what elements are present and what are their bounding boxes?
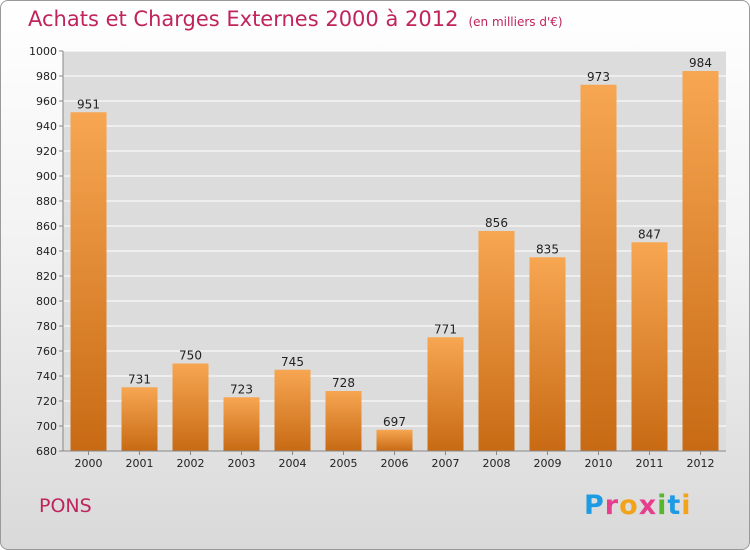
y-tick-label: 880 [36, 195, 57, 208]
bar-2010 [580, 84, 617, 451]
y-tick-label: 760 [36, 345, 57, 358]
bars: 951 731 750 723 745 728 697 771 856 835 973 847 984 [70, 56, 719, 451]
y-tick-label: 940 [36, 120, 57, 133]
y-tick-label: 960 [36, 95, 57, 108]
x-tick-label-2011: 2011 [636, 457, 664, 470]
data-label-2012: 984 [689, 56, 712, 70]
proxiti-logo: Proxiti [584, 490, 692, 521]
place-name: PONS [39, 495, 92, 517]
y-tick-label: 800 [36, 295, 57, 308]
x-tick-label-2005: 2005 [330, 457, 358, 470]
data-label-2007: 771 [434, 322, 457, 336]
bar-2009 [529, 257, 566, 451]
chart-title-text: Achats et Charges Externes 2000 à 2012 [28, 7, 459, 31]
data-label-2004: 745 [281, 355, 304, 369]
y-axis-ticks: 680 700 720 740 760 780 800 820 840 860 880 900 920 9… [29, 45, 63, 458]
x-axis-ticks: 2000 2001 2002 2003 2004 2005 2006 2007 2008 2009… [75, 451, 715, 470]
data-label-2005: 728 [332, 376, 355, 390]
bar-2000 [70, 112, 107, 451]
data-label-2008: 856 [485, 216, 508, 230]
bar-2003 [223, 397, 260, 451]
bar-2012 [682, 71, 719, 451]
y-tick-label: 720 [36, 395, 57, 408]
data-label-2000: 951 [77, 97, 100, 111]
data-label-2011: 847 [638, 227, 661, 241]
x-tick-label-2001: 2001 [126, 457, 154, 470]
y-tick-label: 900 [36, 170, 57, 183]
bar-2011 [631, 242, 668, 451]
y-tick-label: 980 [36, 70, 57, 83]
data-label-2006: 697 [383, 415, 406, 429]
data-label-2002: 750 [179, 349, 202, 363]
bar-2004 [274, 369, 311, 451]
y-tick-label: 700 [36, 420, 57, 433]
x-tick-label-2000: 2000 [75, 457, 103, 470]
y-tick-label: 740 [36, 370, 57, 383]
bar-2002 [172, 363, 209, 451]
x-tick-label-2008: 2008 [483, 457, 511, 470]
data-label-2009: 835 [536, 242, 559, 256]
chart-unit: (en milliers d'€) [468, 15, 563, 29]
y-tick-label: 680 [36, 445, 57, 458]
y-tick-label: 1000 [29, 45, 57, 58]
data-label-2003: 723 [230, 382, 253, 396]
y-tick-label: 840 [36, 245, 57, 258]
x-tick-label-2009: 2009 [534, 457, 562, 470]
x-tick-label-2007: 2007 [432, 457, 460, 470]
x-tick-label-2006: 2006 [381, 457, 409, 470]
y-tick-label: 820 [36, 270, 57, 283]
data-label-2010: 973 [587, 70, 610, 84]
y-tick-label: 860 [36, 220, 57, 233]
x-tick-label-2010: 2010 [585, 457, 613, 470]
bar-2005 [325, 391, 362, 451]
bar-2001 [121, 387, 158, 451]
x-tick-label-2012: 2012 [687, 457, 715, 470]
data-label-2001: 731 [128, 372, 151, 386]
chart-title: Achats et Charges Externes 2000 à 2012 (e… [28, 7, 563, 31]
bar-2008 [478, 231, 515, 451]
bar-2006 [376, 429, 413, 451]
x-tick-label-2003: 2003 [228, 457, 256, 470]
x-tick-label-2002: 2002 [177, 457, 205, 470]
bar-2007 [427, 337, 464, 451]
x-tick-label-2004: 2004 [279, 457, 307, 470]
y-tick-label: 780 [36, 320, 57, 333]
y-tick-label: 920 [36, 145, 57, 158]
